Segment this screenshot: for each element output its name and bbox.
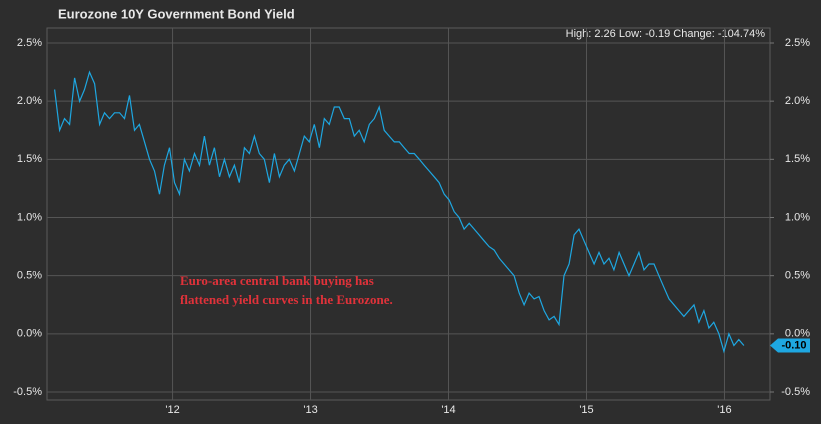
y2-tick-label: 0.5% (785, 270, 810, 282)
y2-tick-label: 1.0% (785, 211, 810, 223)
y-tick-label: 0.0% (17, 328, 42, 340)
subtitle: High: 2.26 Low: -0.19 Change: -104.74% (566, 28, 766, 40)
plot-frame (46, 27, 771, 401)
line-series (54, 70, 745, 354)
y-tick-label: 1.0% (17, 211, 42, 223)
y-tick-label: 2.5% (17, 37, 42, 49)
y-tick-label: 1.5% (17, 153, 42, 165)
y2-tick-label: 1.5% (785, 153, 810, 165)
y2-tick-label: 0.0% (785, 328, 810, 340)
x-tick-label: '12 (165, 404, 179, 416)
x-tick-label: '15 (579, 404, 593, 416)
y-tick-label: 0.5% (17, 270, 42, 282)
y2-tick-label: 2.0% (785, 95, 810, 107)
annotation: flattened yield curves in the Eurozone. (180, 292, 393, 307)
end-label: -0.10 (781, 339, 806, 351)
x-tick-label: '16 (717, 404, 731, 416)
x-tick-label: '13 (303, 404, 317, 416)
chart-title: Eurozone 10Y Government Bond Yield (58, 6, 295, 21)
y2-tick-label: 2.5% (785, 37, 810, 49)
x-tick-label: '14 (441, 404, 455, 416)
y2-tick-label: -0.5% (781, 386, 810, 398)
end-label-tag (770, 338, 810, 353)
y-tick-label: -0.5% (13, 386, 42, 398)
y-tick-label: 2.0% (17, 95, 42, 107)
annotation: Euro-area central bank buying has (180, 273, 374, 288)
